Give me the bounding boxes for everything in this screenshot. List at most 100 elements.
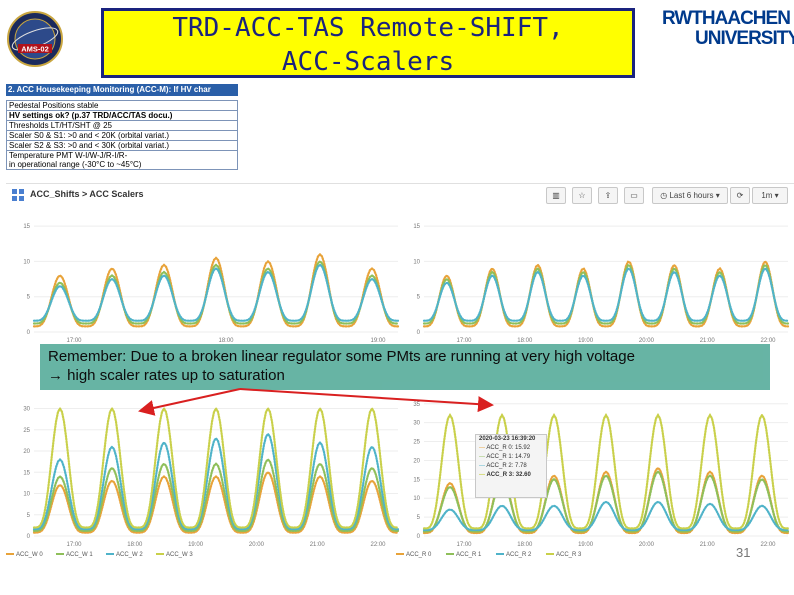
x-tick-label: 17:00 [456,542,472,548]
y-tick-label: 0 [417,330,421,336]
series-line [422,500,790,532]
housekeeping-row: Thresholds LT/HT/SHT @ 25 [7,121,237,131]
legend-label: ACC_R 0 [406,552,432,558]
y-tick-label: 10 [23,492,30,498]
tooltip-series-name: ACC_R 1: [486,454,514,460]
slide-title-box: TRD-ACC-TAS Remote-SHIFT, ACC-Scalers [101,8,635,78]
tv-mode-icon[interactable]: ▭ [624,187,644,204]
clock-icon: ◷ [660,191,670,200]
y-tick-label: 0 [27,534,31,540]
housekeeping-checklist: 2. ACC Housekeeping Monitoring (ACC-M): … [6,84,238,180]
y-tick-label: 10 [413,259,420,265]
x-tick-label: 21:00 [700,542,716,548]
y-tick-label: 5 [417,295,421,301]
y-tick-label: 30 [23,407,30,413]
x-tick-label: 19:00 [188,542,204,548]
refresh-interval[interactable]: 1m ▾ [752,187,788,204]
series-line [422,267,790,322]
reminder-line-1: Remember: Due to a broken linear regulat… [48,348,635,365]
housekeeping-row: HV settings ok? (p.37 TRD/ACC/TAS docu.) [7,111,237,121]
chart-panel: 0 5 10 15 17:00 18:00 19:00 [23,224,400,344]
series-line [32,252,400,328]
series-line [32,432,400,531]
x-tick-label: 21:00 [310,542,326,548]
reminder-line-2: → high scaler rates up to saturation [48,367,285,384]
legend-label: ACC_W 0 [16,552,43,558]
x-tick-label: 20:00 [639,542,655,548]
y-tick-label: 25 [413,440,420,446]
arrow-to-bottom-right-chart [239,388,494,413]
y-tick-label: 15 [413,224,420,230]
x-tick-label: 17:00 [66,338,82,344]
tooltip-row: — ACC_R 0: 15.92 [476,444,546,453]
x-tick-label: 19:00 [370,338,386,344]
tooltip-swatch: — [479,472,487,478]
rwth-logo-line-2: UNIVERSITY [695,28,794,49]
tooltip-value: 7.78 [515,463,527,469]
x-tick-label: 22:00 [760,542,776,548]
share-icon[interactable]: ⇪ [598,187,618,204]
housekeeping-header: 2. ACC Housekeeping Monitoring (ACC-M): … [6,84,238,96]
y-tick-label: 5 [27,513,31,519]
y-tick-label: 0 [417,534,421,540]
ams-logo: AMS-02 [7,11,63,67]
star-icon[interactable]: ☆ [572,187,592,204]
ams-logo-text: AMS-02 [21,45,49,54]
dashboard-grid-icon[interactable] [12,189,24,201]
tooltip-series-name: ACC_R 0: [486,445,514,451]
reminder-banner: Remember: Due to a broken linear regulat… [40,344,770,390]
tooltip-series-name: ACC_R 2: [486,463,514,469]
x-tick-label: 18:00 [127,542,143,548]
slide-title-line-1: TRD-ACC-TAS Remote-SHIFT, [172,13,564,43]
x-tick-label: 20:00 [639,338,655,344]
housekeeping-table: Pedestal Positions stable HV settings ok… [6,100,238,170]
housekeeping-row: Temperature PMT W-I/W-J/R-I/R- [9,151,128,160]
time-range-picker[interactable]: ◷ Last 6 hours ▾ [652,187,728,204]
legend-label: ACC_R 3 [556,552,582,558]
legend-label: ACC_W 2 [116,552,143,558]
series-line [32,263,400,322]
y-tick-label: 20 [413,458,420,464]
x-tick-label: 17:00 [66,542,82,548]
tooltip-row: — ACC_R 1: 14.79 [476,453,546,462]
slide-title-line-2: ACC-Scalers [281,47,455,77]
series-line [32,259,400,325]
refresh-icon[interactable]: ⟳ [730,187,750,204]
chart-panel: 0 5 10 15 17:00 18:00 19:00 20:00 21:00 22:00 [413,224,790,344]
x-tick-label: 18:00 [517,542,533,548]
page-number: 31 [736,545,751,560]
rwth-logo: RWTHAACHEN UNIVERSITY [662,8,794,52]
arrow-to-bottom-left-chart [138,388,241,416]
housekeeping-row: in operational range (-30°C to ~45°C) [9,160,142,169]
time-range-label: Last 6 hours [669,191,714,200]
housekeeping-row: Pedestal Positions stable [7,101,237,111]
tooltip-value: 14.79 [515,454,531,460]
y-tick-label: 15 [23,470,30,476]
series-line [32,457,400,532]
legend-label: ACC_W 3 [166,552,193,558]
tooltip-value: 15.92 [515,445,531,451]
x-tick-label: 19:00 [578,338,594,344]
x-tick-label: 22:00 [760,338,776,344]
tooltip-row: — ACC_R 3: 32.60 [476,471,546,480]
rwth-logo-line-1: RWTHAACHEN [662,8,791,29]
add-panel-icon[interactable]: ▥ [546,187,566,204]
series-line [422,412,790,530]
y-tick-label: 25 [23,428,30,434]
y-tick-label: 0 [27,330,31,336]
tooltip-series-name: ACC_R 3: [486,472,515,478]
x-tick-label: 21:00 [700,338,716,344]
y-tick-label: 15 [413,477,420,483]
legend-label: ACC_R 2 [506,552,532,558]
housekeeping-row: Scaler S2 & S3: >0 and < 30K (orbital va… [7,141,237,151]
y-tick-label: 10 [413,496,420,502]
breadcrumb[interactable]: ACC_Shifts > ACC Scalers [30,189,144,199]
legend-label: ACC_W 1 [66,552,93,558]
dashboard-toolbar: ACC_Shifts > ACC Scalers ▥ ☆ ⇪ ▭ ◷ Last … [6,184,794,206]
y-tick-label: 5 [417,515,421,521]
x-tick-label: 18:00 [517,338,533,344]
tooltip-value: 32.60 [515,472,531,478]
x-tick-label: 17:00 [456,338,472,344]
